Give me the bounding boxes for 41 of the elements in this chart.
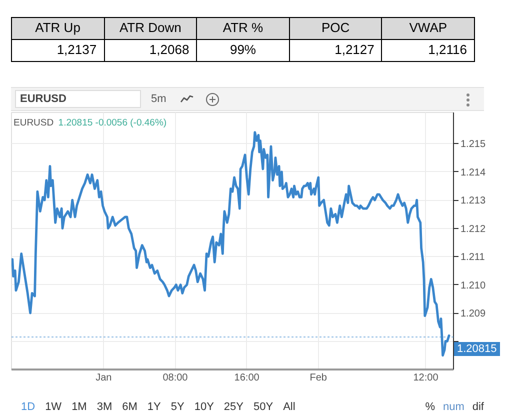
text: 10Y <box>194 400 214 415</box>
category-label: POC <box>289 18 382 40</box>
text: 1,2116 <box>428 42 467 58</box>
category-label: ATR Up <box>12 18 104 40</box>
text: % <box>425 400 435 415</box>
y-tick-label: 1.214 <box>460 167 486 178</box>
text: All <box>283 400 296 415</box>
text: 50Y <box>254 400 274 415</box>
text: 1Y <box>147 400 161 415</box>
text: 6M <box>122 400 138 415</box>
x-tick-label: Feb <box>310 372 328 384</box>
y-tick-label: 1.211 <box>460 252 486 264</box>
text: 5m <box>151 92 166 107</box>
text: 99% <box>230 42 256 58</box>
category-label: ATR Down <box>104 18 197 40</box>
text: num <box>442 400 464 415</box>
category-label: ATR % <box>196 18 290 40</box>
x-tick-label: 16:00 <box>234 372 260 384</box>
ref-line-label: 1.20815 <box>454 342 500 356</box>
x-tick-label: Jan <box>96 372 112 384</box>
chart-subtitle: EURUSD <box>15 90 141 108</box>
category-label: VWAP <box>382 18 474 40</box>
y-tick-label: 1.215 <box>460 139 486 150</box>
y-tick-label: 1.210 <box>460 280 486 292</box>
text: 1D <box>21 400 36 415</box>
y-tick-label: 1.209 <box>460 308 486 320</box>
text: 3M <box>96 400 112 415</box>
text: EURUSD <box>14 118 54 128</box>
text: 1,2127 <box>334 42 374 58</box>
text: 1M <box>72 400 87 415</box>
annotation: 1.20815 -0.0056 (-0.46%) <box>58 118 167 128</box>
text: dif <box>472 400 484 415</box>
text: 1,2068 <box>149 42 190 58</box>
text: 1W <box>45 400 62 415</box>
text: 5Y <box>170 400 184 415</box>
text: 25Y <box>224 400 244 415</box>
text: 1,2137 <box>56 42 97 58</box>
x-tick-label: 12:00 <box>413 372 439 384</box>
x-tick-label: 08:00 <box>162 372 188 384</box>
y-tick-label: 1.213 <box>460 196 486 207</box>
y-tick-label: 1.212 <box>460 224 486 235</box>
